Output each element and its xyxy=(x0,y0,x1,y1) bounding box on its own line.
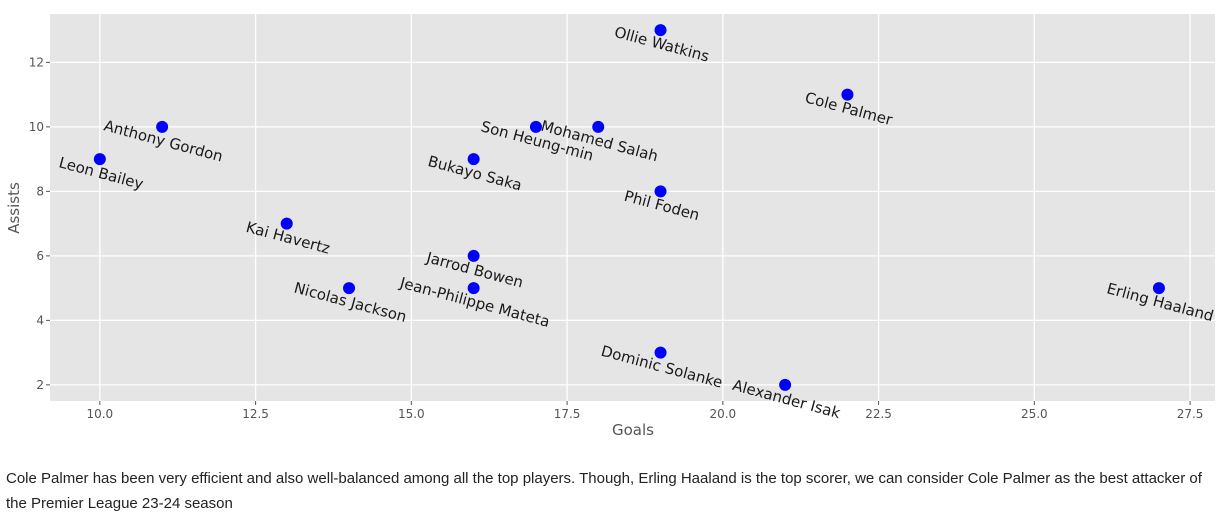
grid-lines xyxy=(50,14,1215,401)
data-point xyxy=(1152,282,1165,295)
y-tick-label: 12 xyxy=(29,55,44,69)
x-tick-label: 17.5 xyxy=(554,407,581,421)
plot-background xyxy=(50,14,1215,401)
data-point xyxy=(467,153,480,166)
data-point xyxy=(156,120,169,133)
data-point xyxy=(592,120,605,133)
data-point xyxy=(779,378,792,391)
data-point xyxy=(654,346,667,359)
data-points xyxy=(93,24,1165,391)
y-tick-label: 8 xyxy=(36,184,44,198)
y-tick-label: 4 xyxy=(36,313,44,327)
y-tick-label: 2 xyxy=(36,378,44,392)
x-tick-label: 10.0 xyxy=(86,407,113,421)
data-point xyxy=(467,282,480,295)
data-point xyxy=(93,153,106,166)
x-axis-label: Goals xyxy=(612,421,654,439)
data-point xyxy=(343,282,356,295)
x-tick-label: 22.5 xyxy=(865,407,892,421)
y-tick-label: 10 xyxy=(29,120,44,134)
data-point xyxy=(654,185,667,198)
x-tick-label: 15.0 xyxy=(398,407,425,421)
data-point xyxy=(841,88,854,101)
analysis-caption: Cole Palmer has been very efficient and … xyxy=(6,470,1202,512)
y-tick-label: 6 xyxy=(36,249,44,263)
x-tick-label: 12.5 xyxy=(242,407,269,421)
scatter-chart: 10.0 12.5 15.0 17.5 20.0 22.5 25.0 27.5 2 4 6 8 10 12… xyxy=(5,14,1216,439)
axis-ticks: 10.0 12.5 15.0 17.5 20.0 22.5 25.0 27.5 2 4 6 8 10 12 xyxy=(29,55,1204,421)
x-tick-label: 25.0 xyxy=(1021,407,1048,421)
x-tick-label: 20.0 xyxy=(709,407,736,421)
data-point xyxy=(280,217,293,230)
x-tick-label: 27.5 xyxy=(1177,407,1204,421)
data-point xyxy=(529,120,542,133)
y-axis-label: Assists xyxy=(5,182,23,234)
data-point xyxy=(654,24,667,37)
data-point xyxy=(467,249,480,262)
